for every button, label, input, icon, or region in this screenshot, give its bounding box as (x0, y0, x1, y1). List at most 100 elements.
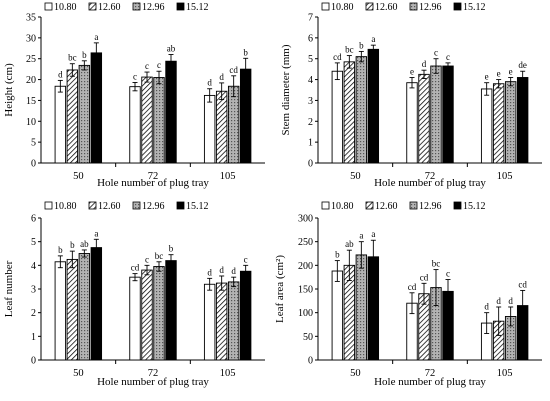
significance-label: c (157, 60, 161, 70)
x-tick-label: 105 (220, 171, 236, 182)
error-bar (81, 249, 87, 258)
x-tick-label: 105 (220, 368, 236, 379)
significance-label: e (410, 66, 414, 76)
significance-label: b (359, 40, 364, 50)
bar-10.80-50 (331, 70, 344, 164)
error-bar (93, 238, 99, 257)
legend-swatch (409, 2, 418, 11)
bar-12.60-105 (215, 90, 228, 164)
error-bar (231, 276, 237, 288)
x-tick-label: 50 (350, 368, 361, 379)
x-tick-label: 105 (497, 368, 513, 379)
significance-label: d (219, 72, 224, 82)
x-tick-label: 50 (73, 171, 84, 182)
bar-12.96-105 (504, 81, 517, 164)
bar-10.80-72 (129, 86, 141, 164)
x-tick-label: 72 (425, 171, 436, 182)
error-bar (132, 273, 138, 282)
error-bar (358, 50, 364, 63)
bar-15.12-50 (367, 48, 380, 164)
significance-label: c (145, 61, 149, 71)
error-bar (520, 70, 526, 85)
significance-label: de (518, 60, 527, 70)
significance-label: d (207, 267, 212, 277)
legend-swatch (88, 2, 97, 11)
significance-label: c (446, 269, 450, 279)
y-tick-label: 300 (298, 214, 313, 225)
bar-12.96-50 (355, 56, 368, 164)
significance-label: a (371, 229, 375, 239)
bar-12.96-72 (430, 65, 442, 164)
significance-label: bc (68, 53, 77, 63)
significance-label: cd (229, 65, 238, 75)
error-bar (69, 250, 75, 269)
bar-12.60-50 (66, 258, 79, 361)
y-tick-label: 0 (31, 356, 36, 367)
x-tick-label: 50 (73, 368, 84, 379)
error-bar (433, 269, 439, 307)
legend: 10.80 12.60 12.96 15.12 (44, 2, 209, 13)
y-tick-label: 7 (308, 13, 313, 24)
legend-label: 10.80 (54, 2, 77, 13)
significance-label: b (70, 240, 75, 250)
bar-12.96-72 (153, 77, 165, 164)
legend-label: 12.96 (419, 2, 442, 13)
error-bar (496, 306, 502, 336)
y-tick-label: 250 (298, 237, 313, 248)
significance-label: ab (345, 239, 354, 249)
significance-label: a (359, 231, 363, 241)
bar-10.80-105 (203, 283, 216, 361)
significance-label: b (243, 47, 248, 57)
y-tick-label: 6 (31, 214, 36, 225)
y-tick-label: 2 (308, 117, 313, 128)
significance-label: b (82, 50, 87, 60)
significance-label: d (484, 302, 489, 312)
y-tick-label: 4 (31, 261, 36, 272)
y-tick-label: 15 (26, 96, 36, 107)
y-tick-label: 30 (26, 33, 36, 44)
significance-label: bc (432, 259, 441, 269)
x-tick-label: 72 (148, 368, 159, 379)
y-tick-label: 2 (31, 308, 36, 319)
bar-15.12-50 (90, 52, 103, 164)
y-tick-label: 0 (308, 159, 313, 170)
error-bar (81, 60, 87, 71)
legend-swatch (176, 2, 185, 11)
legend-label: 10.80 (54, 201, 77, 212)
bar-12.60-72 (418, 73, 430, 164)
error-bar (370, 44, 376, 54)
significance-label: a (94, 32, 98, 42)
error-bar (409, 77, 415, 89)
error-bar (520, 289, 526, 322)
legend: 10.80 12.60 12.96 15.12 (321, 2, 486, 13)
bar-12.60-105 (215, 282, 228, 361)
legend-label: 12.96 (419, 201, 442, 212)
legend: 10.80 12.60 12.96 15.12 (321, 201, 486, 212)
bar-15.12-72 (442, 65, 454, 164)
significance-label: a (371, 34, 375, 44)
error-bar (496, 79, 502, 89)
significance-label: d (207, 78, 212, 88)
error-bar (334, 62, 340, 81)
bar-12.60-72 (141, 76, 153, 164)
x-axis-label: Hole number of plug tray (374, 177, 486, 189)
legend-swatch (453, 201, 462, 210)
error-bar (69, 63, 75, 77)
bar-12.96-105 (227, 85, 240, 164)
error-bar (484, 82, 490, 96)
y-tick-label: 6 (308, 33, 313, 44)
y-axis-label: Leaf number (3, 260, 15, 317)
legend-label: 12.60 (98, 2, 121, 13)
error-bar (484, 312, 490, 334)
y-axis-label: Height (cm) (3, 63, 15, 117)
significance-label: bc (155, 251, 164, 261)
legend-swatch (365, 2, 374, 11)
error-bar (508, 77, 514, 87)
y-tick-label: 10 (26, 117, 36, 128)
bar-15.12-72 (165, 60, 177, 164)
significance-label: cd (420, 272, 429, 282)
significance-label: cd (518, 279, 527, 289)
